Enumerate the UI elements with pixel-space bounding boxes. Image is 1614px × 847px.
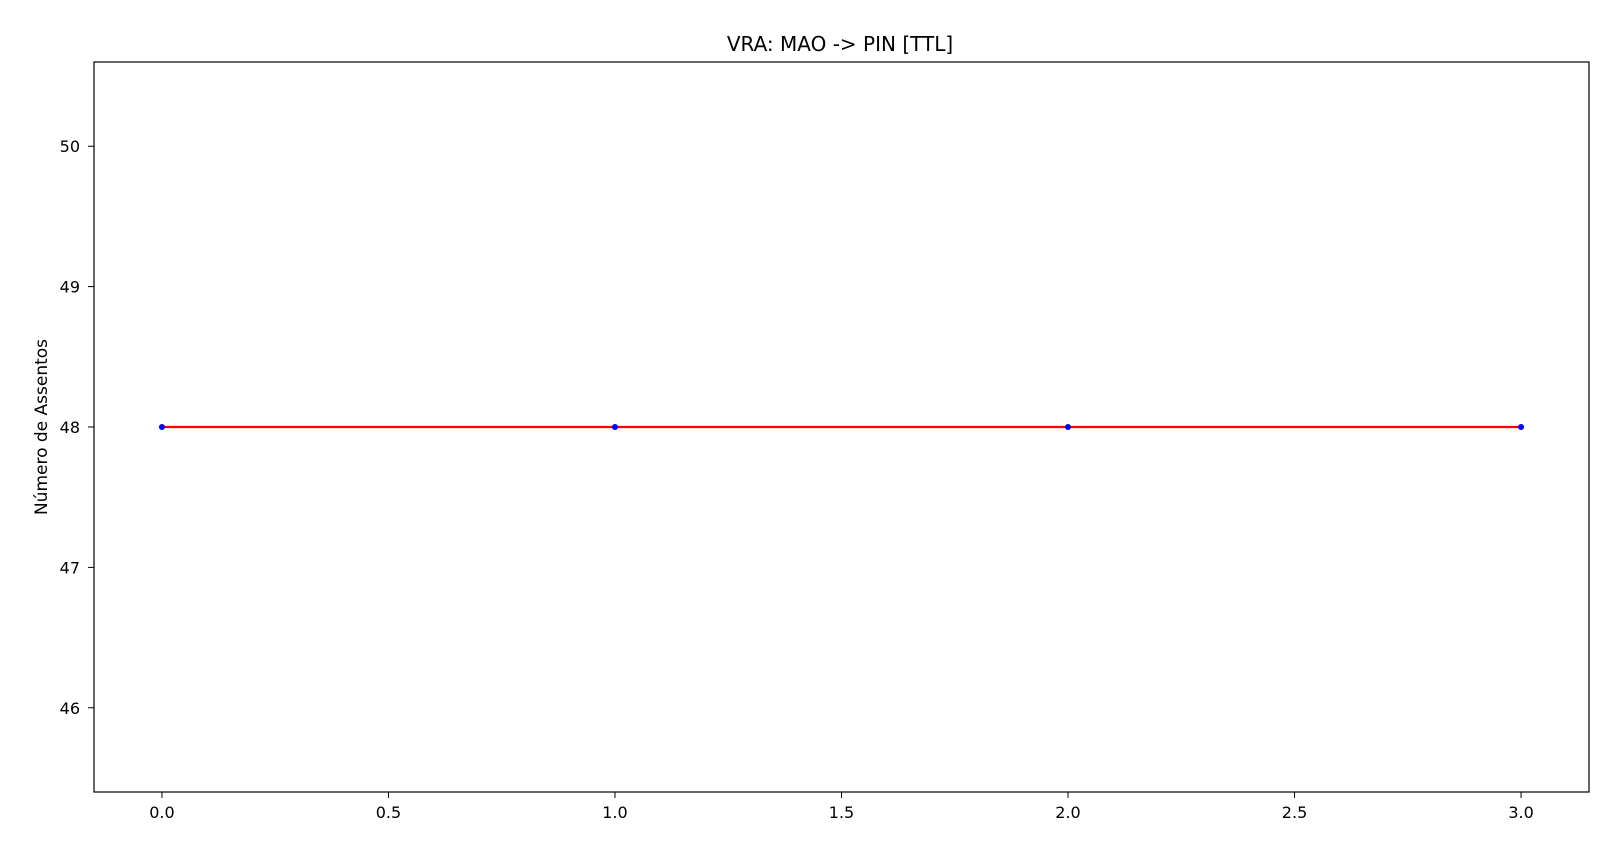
series-layer	[158, 424, 1525, 430]
data-point	[611, 424, 618, 430]
x-tick-label: 3.0	[1508, 803, 1533, 822]
data-point	[1518, 424, 1525, 430]
y-tick-label: 48	[60, 418, 80, 437]
x-axis-ticks: 0.0 0.5 1.0 1.5 2.0 2.5 3.0	[149, 792, 1534, 822]
data-point	[158, 424, 165, 430]
x-tick-label: 2.5	[1282, 803, 1307, 822]
y-tick-label: 47	[60, 558, 80, 577]
y-tick-label: 49	[60, 278, 80, 297]
y-axis-ticks: 46 47 48 49 50	[60, 137, 94, 718]
data-point	[1065, 424, 1072, 430]
x-tick-label: 1.0	[602, 803, 627, 822]
x-tick-label: 0.0	[149, 803, 174, 822]
x-tick-label: 0.5	[376, 803, 401, 822]
x-tick-label: 1.5	[829, 803, 854, 822]
y-tick-label: 46	[60, 699, 80, 718]
x-tick-label: 2.0	[1055, 803, 1080, 822]
y-tick-label: 50	[60, 137, 80, 156]
y-axis-label: Número de Assentos	[32, 339, 52, 515]
chart-title: VRA: MAO -> PIN [TTL]	[727, 32, 953, 56]
